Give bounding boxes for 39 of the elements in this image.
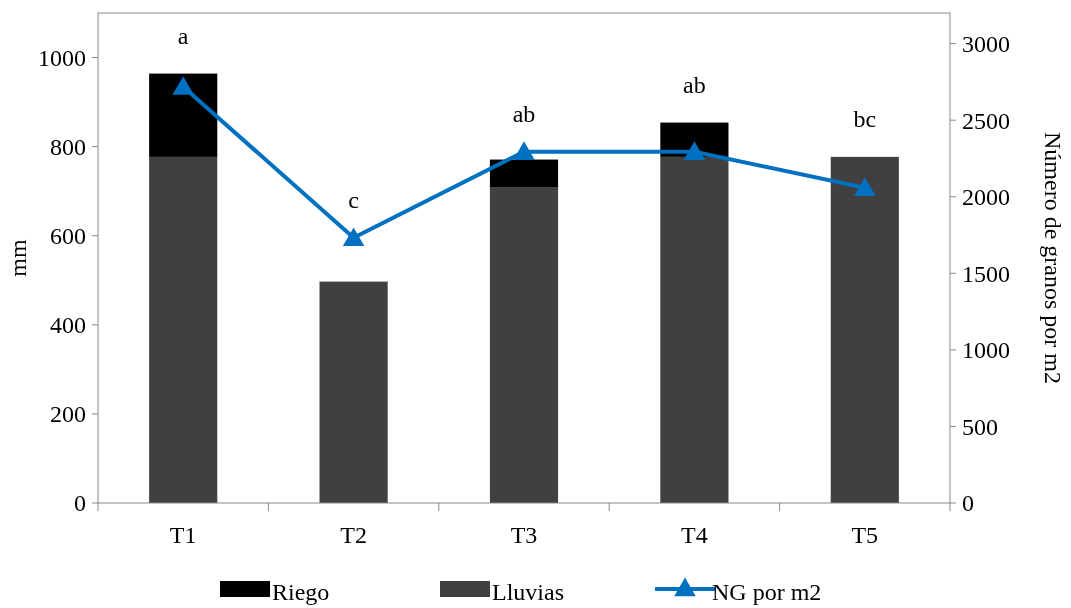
y2-tick-label: 2500 <box>962 107 1010 134</box>
annotation: ab <box>512 101 536 128</box>
bar <box>319 281 388 503</box>
y2-tick-label: 0 <box>962 490 974 517</box>
point <box>854 177 876 196</box>
annotation: bc <box>853 106 877 133</box>
legend-label: Riego <box>272 579 330 606</box>
y2-axis-title: Número de granos por m2 <box>1040 132 1066 384</box>
point <box>513 141 535 160</box>
legend-label: Lluvias <box>492 579 564 606</box>
annotation: ab <box>683 71 706 98</box>
y2-tick-label: 1000 <box>962 337 1010 364</box>
y2-tick-label: 3000 <box>962 31 1010 58</box>
y-tick-label: 1000 <box>38 44 86 71</box>
annotation: a <box>177 22 189 49</box>
bar <box>489 187 559 503</box>
bar <box>149 156 218 503</box>
x-tick-label: T4 <box>681 522 708 548</box>
legend-label: NG por m2 <box>712 579 822 606</box>
y-tick-label: 0 <box>74 490 86 517</box>
bar <box>149 73 218 157</box>
bar <box>830 156 899 503</box>
x-tick-label: T2 <box>340 522 367 548</box>
x-tick-label: T3 <box>510 522 538 548</box>
y2-tick-label: 2000 <box>962 184 1010 211</box>
y-tick-label: 800 <box>50 134 86 161</box>
bar <box>660 156 729 503</box>
y-tick-label: 600 <box>50 223 86 250</box>
point <box>342 227 365 246</box>
x-tick-label: T5 <box>851 522 879 548</box>
y-tick-label: 400 <box>50 312 86 339</box>
y2-tick-label: 1500 <box>962 260 1010 287</box>
x-tick-label: T1 <box>169 522 197 548</box>
bar <box>489 159 559 188</box>
y-axis-title: mm <box>5 239 31 277</box>
y2-tick-label: 500 <box>962 413 998 440</box>
point <box>172 76 194 95</box>
annotation: c <box>348 187 359 214</box>
y-tick-label: 200 <box>50 401 86 428</box>
